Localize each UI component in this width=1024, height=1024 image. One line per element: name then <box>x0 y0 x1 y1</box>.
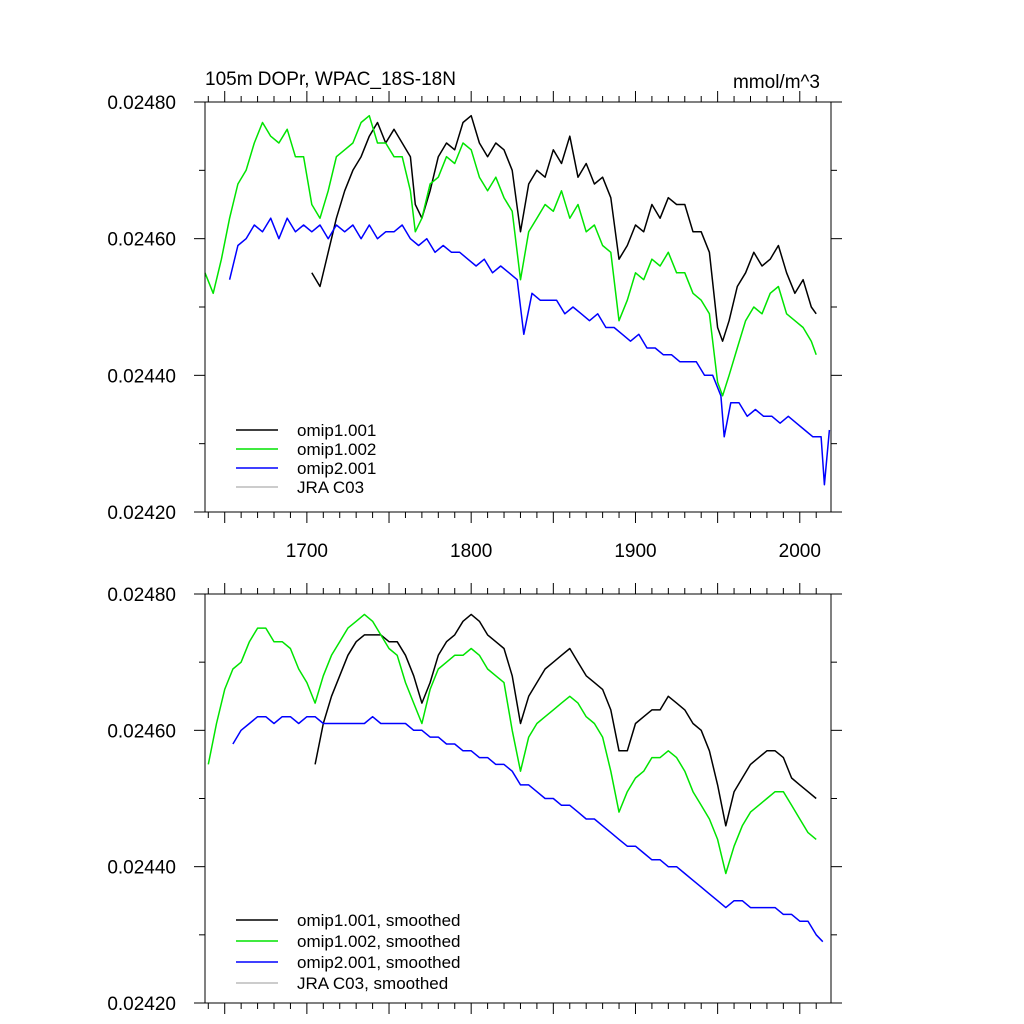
bottom-series-line-1 <box>207 613 817 875</box>
top-panel: 0.02420 0.02440 0.02460 0.02480 1700 1800 1900… <box>107 91 842 562</box>
top-series-line-0 <box>311 114 817 342</box>
bottom-y-tick-label: 0.02420 <box>107 994 176 1015</box>
figure-title: 105m DOPr, WPAC_18S-18N <box>205 69 456 90</box>
bottom-legend-label-2: omip2.001, smoothed <box>297 953 461 972</box>
top-x-tick-label: 1800 <box>450 541 492 562</box>
bottom-series-line-2 <box>232 715 824 943</box>
top-legend-label-3: JRA C03 <box>297 478 364 497</box>
top-series-line-2 <box>228 217 831 486</box>
top-x-tick-label: 1900 <box>614 541 656 562</box>
figure-units: mmol/m^3 <box>733 72 820 93</box>
bottom-legend-label-3: JRA C03, smoothed <box>297 974 448 993</box>
bottom-legend-label-1: omip1.002, smoothed <box>297 932 461 951</box>
bottom-panel: 0.02420 0.02440 0.02460 0.02480 omip1.001, s… <box>107 583 842 1015</box>
top-legend-label-0: omip1.001 <box>297 421 376 440</box>
top-y-tick-label: 0.02480 <box>107 93 176 114</box>
top-legend-label-1: omip1.002 <box>297 440 376 459</box>
bottom-y-tick-label: 0.02460 <box>107 721 176 742</box>
bottom-y-tick-label: 0.02480 <box>107 585 176 606</box>
bottom-y-tick-label: 0.02440 <box>107 858 176 879</box>
bottom-legend-label-0: omip1.001, smoothed <box>297 911 461 930</box>
top-y-tick-label: 0.02440 <box>107 366 176 387</box>
top-x-tick-label: 1700 <box>286 541 328 562</box>
top-legend-label-2: omip2.001 <box>297 459 376 478</box>
top-x-tick-label: 2000 <box>779 541 821 562</box>
top-series-line-1 <box>204 114 817 397</box>
bottom-series-line-0 <box>314 613 817 827</box>
top-y-tick-label: 0.02460 <box>107 230 176 251</box>
top-y-tick-label: 0.02420 <box>107 503 176 524</box>
